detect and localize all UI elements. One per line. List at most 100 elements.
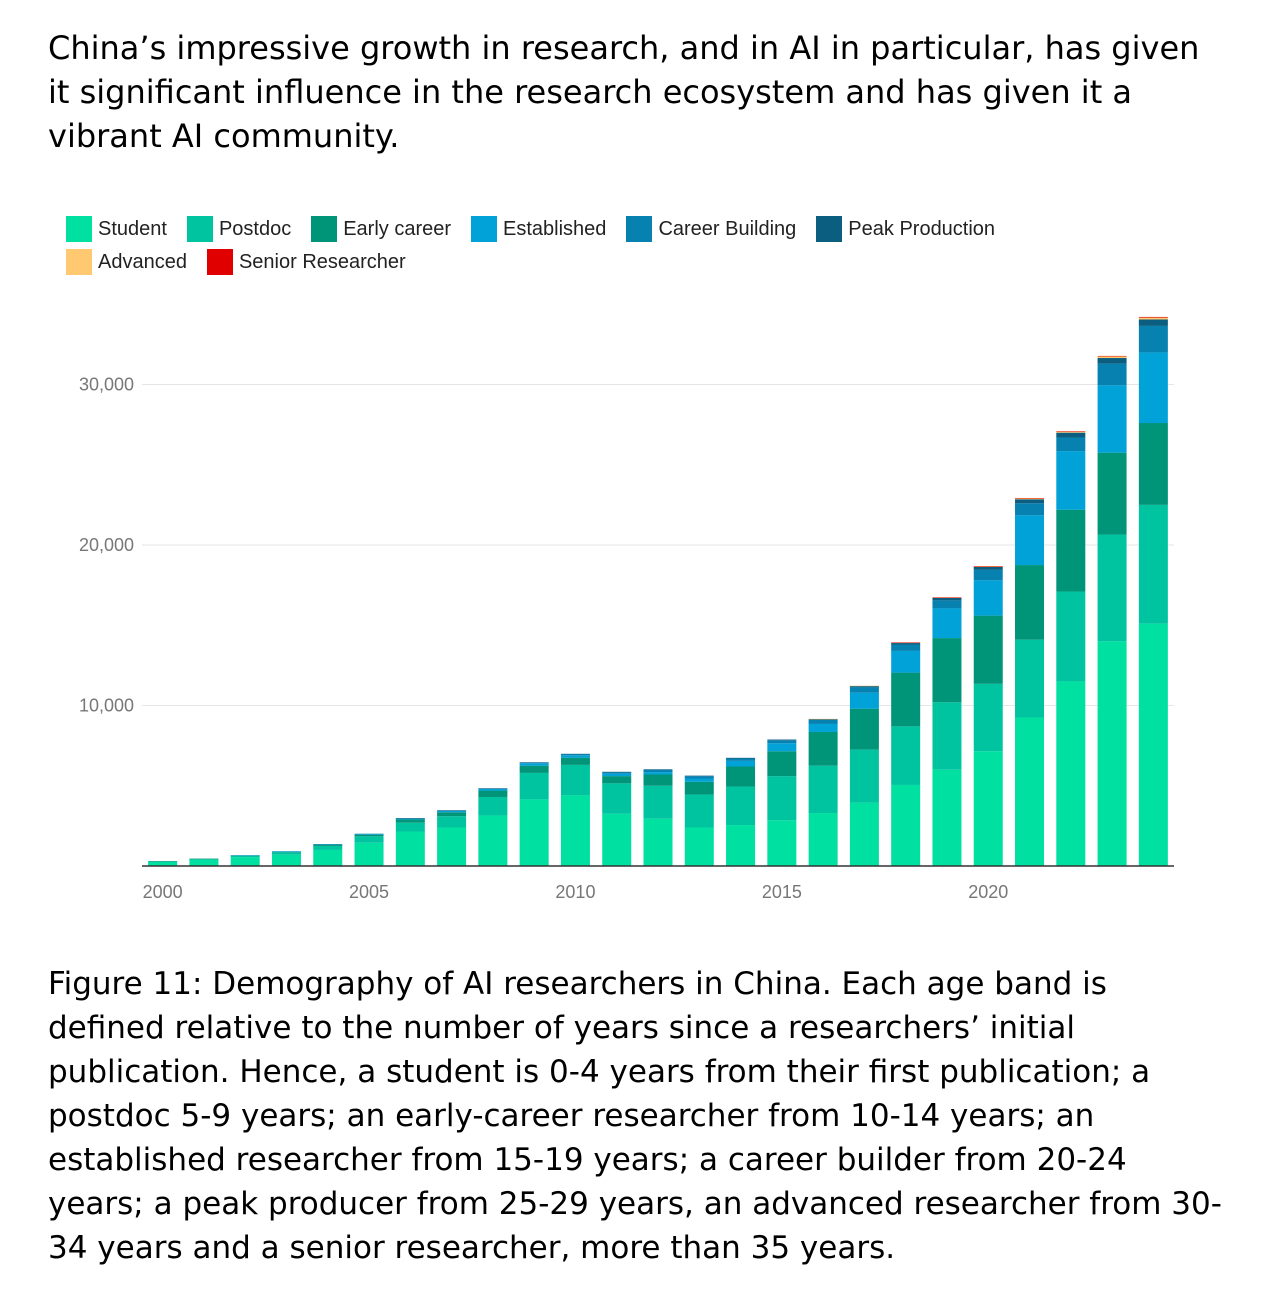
bar-2022-postdoc — [1056, 591, 1086, 682]
bar-2009-peak-production — [519, 762, 549, 763]
bar-2019-peak-production — [932, 597, 962, 601]
bar-2001-student — [189, 859, 219, 866]
bar-2017-advanced — [849, 685, 879, 687]
bar-2009-student — [519, 799, 549, 866]
bar-2013-postdoc — [684, 794, 714, 828]
chart-legend: Student Postdoc Early career Established… — [66, 214, 1166, 280]
bar-2023-postdoc — [1097, 534, 1127, 642]
bar-2021-early-career — [1015, 565, 1045, 640]
bar-2000-student — [148, 861, 178, 866]
bar-2005-career-building — [354, 833, 384, 835]
bar-2011-established — [602, 773, 632, 777]
bar-2024-established — [1138, 352, 1168, 424]
bar-2013-peak-production — [684, 775, 714, 777]
bar-2016-advanced — [808, 718, 838, 720]
bar-2009-career-building — [519, 762, 549, 764]
bar-2024-early-career — [1138, 423, 1168, 505]
bar-2006-early-career — [395, 819, 425, 823]
legend-item-student: Student — [66, 216, 167, 242]
x-tick-label: 2015 — [762, 882, 802, 902]
legend-swatch-advanced — [66, 249, 92, 275]
bar-2014-peak-production — [726, 757, 756, 759]
bar-2010-established — [560, 755, 590, 758]
bar-2023-career-building — [1097, 363, 1127, 386]
legend-swatch-student — [66, 216, 92, 242]
bar-2021-senior-researcher — [1015, 497, 1045, 499]
bar-2004-student — [313, 849, 343, 866]
bar-2022-senior-researcher — [1056, 431, 1086, 432]
bar-2014-career-building — [726, 758, 756, 761]
bar-2004-postdoc — [313, 845, 343, 850]
bar-2006-student — [395, 831, 425, 866]
bar-2020-career-building — [973, 569, 1003, 581]
bar-2017-peak-production — [849, 685, 879, 688]
bar-2024-senior-researcher — [1138, 316, 1168, 318]
bar-2003-early-career — [271, 851, 301, 853]
bar-2022-early-career — [1056, 509, 1086, 592]
bar-2006-postdoc — [395, 822, 425, 832]
bar-2023-early-career — [1097, 452, 1127, 535]
bar-2017-early-career — [849, 708, 879, 750]
bar-2005-early-career — [354, 834, 384, 837]
x-tick-label: 2000 — [143, 882, 183, 902]
bar-2009-established — [519, 763, 549, 766]
bar-2024-advanced — [1138, 317, 1168, 320]
legend-swatch-established — [471, 216, 498, 242]
bar-2023-student — [1097, 641, 1127, 866]
legend-label-student: Student — [98, 217, 167, 240]
bar-2019-established — [932, 608, 962, 639]
legend-label-career-building: Career Building — [658, 217, 797, 240]
bar-2023-established — [1097, 385, 1127, 453]
legend-label-early-career: Early career — [343, 217, 452, 240]
bar-2020-student — [973, 751, 1003, 866]
legend-label-postdoc: Postdoc — [218, 217, 292, 240]
bar-2018-established — [891, 650, 921, 673]
bar-2018-senior-researcher — [891, 642, 921, 643]
x-tick-label: 2010 — [555, 882, 595, 902]
bar-2022-established — [1056, 451, 1086, 510]
bar-2018-student — [891, 784, 921, 866]
legend-item-peak-production: Peak Production — [816, 216, 995, 242]
bar-2024-career-building — [1138, 325, 1168, 353]
legend-label-senior-researcher: Senior Researcher — [238, 250, 406, 273]
bar-2016-peak-production — [808, 718, 838, 720]
bar-2020-established — [973, 580, 1003, 616]
bar-2013-established — [684, 778, 714, 782]
bar-2018-career-building — [891, 644, 921, 651]
bar-2022-advanced — [1056, 431, 1086, 433]
bar-2020-peak-production — [973, 566, 1003, 570]
bar-2020-early-career — [973, 615, 1003, 684]
bar-2015-student — [767, 820, 797, 866]
bars — [148, 316, 1168, 866]
legend-item-senior-researcher: Senior Researcher — [206, 249, 406, 275]
bar-2019-senior-researcher — [932, 597, 962, 598]
bar-2010-postdoc — [560, 764, 590, 796]
bar-2012-student — [643, 818, 673, 866]
bar-2014-established — [726, 760, 756, 767]
bar-2014-postdoc — [726, 786, 756, 826]
bar-2015-established — [767, 743, 797, 752]
bar-2021-postdoc — [1015, 639, 1045, 718]
bar-2010-peak-production — [560, 753, 590, 755]
bar-2022-student — [1056, 681, 1086, 866]
bar-2017-student — [849, 802, 879, 866]
legend-swatch-peak-production — [816, 216, 843, 242]
bar-2012-peak-production — [643, 769, 673, 770]
bar-2005-established — [354, 833, 384, 835]
bar-2004-early-career — [313, 844, 343, 846]
bar-2012-early-career — [643, 774, 673, 786]
bar-2009-early-career — [519, 765, 549, 773]
bar-2023-advanced — [1097, 356, 1127, 359]
bar-2010-early-career — [560, 757, 590, 765]
bar-2018-peak-production — [891, 642, 921, 645]
bar-2012-postdoc — [643, 785, 673, 819]
bar-2002-postdoc — [230, 855, 260, 858]
bar-2024-peak-production — [1138, 319, 1168, 326]
bar-2005-postdoc — [354, 836, 384, 843]
intro-paragraph: China’s impressive growth in research, a… — [48, 29, 1200, 155]
legend-item-postdoc: Postdoc — [186, 216, 292, 242]
bar-2012-career-building — [643, 769, 673, 773]
bar-2019-student — [932, 769, 962, 866]
bar-2007-student — [437, 827, 467, 866]
bar-2019-early-career — [932, 638, 962, 703]
